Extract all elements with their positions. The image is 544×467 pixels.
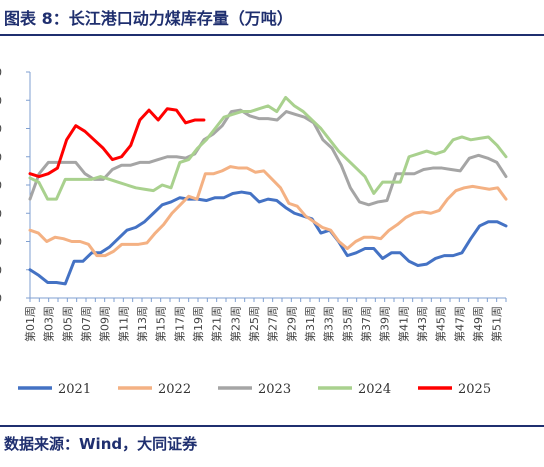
x-tick-label: 第07周 bbox=[79, 306, 93, 342]
x-tick-label: 第27周 bbox=[266, 306, 280, 342]
series-line-2024 bbox=[28, 95, 508, 201]
legend-label-2025: 2025 bbox=[458, 382, 491, 397]
series-line-2025 bbox=[28, 107, 206, 179]
legend-label-2022: 2022 bbox=[158, 382, 191, 397]
series-line-2021 bbox=[28, 190, 508, 286]
x-tick-label: 第47周 bbox=[452, 306, 466, 342]
series-line-2022 bbox=[28, 165, 508, 258]
legend-label-2021: 2021 bbox=[58, 382, 91, 397]
x-tick-label: 第25周 bbox=[247, 306, 261, 342]
x-tick-label: 第17周 bbox=[172, 306, 186, 342]
y-tick-label: 600 bbox=[0, 123, 2, 136]
chart-title: 图表 8：长江港口动力煤库存量（万吨） bbox=[4, 9, 293, 28]
x-tick-label: 第19周 bbox=[191, 306, 205, 342]
y-tick-label: 800 bbox=[0, 66, 2, 79]
x-tick-label: 第21周 bbox=[210, 306, 224, 342]
x-tick-label: 第51周 bbox=[490, 306, 504, 342]
data-source-note: 数据来源：Wind，大同证券 bbox=[4, 435, 198, 453]
x-tick-label: 第41周 bbox=[396, 306, 410, 342]
y-tick-label: 0 bbox=[0, 292, 2, 305]
chart-series bbox=[28, 95, 508, 286]
chart-legend: 2021 2022 2023 2024 2025 bbox=[18, 382, 491, 397]
x-tick-label: 第05周 bbox=[60, 306, 74, 342]
x-tick-label: 第45周 bbox=[434, 306, 448, 342]
x-tick-label: 第49周 bbox=[471, 306, 485, 342]
y-tick-label: 500 bbox=[0, 151, 2, 164]
legend-label-2024: 2024 bbox=[358, 382, 391, 397]
x-tick-label: 第29周 bbox=[284, 306, 298, 342]
x-tick-label: 第43周 bbox=[415, 306, 429, 342]
x-tick-label: 第37周 bbox=[359, 306, 373, 342]
x-tick-label: 第39周 bbox=[378, 306, 392, 342]
x-tick-label: 第11周 bbox=[116, 306, 130, 342]
x-tick-label: 第33周 bbox=[322, 306, 336, 342]
x-tick-label: 第03周 bbox=[42, 306, 56, 342]
y-tick-label: 700 bbox=[0, 94, 2, 107]
title-rule bbox=[0, 34, 544, 36]
legend-label-2023: 2023 bbox=[258, 382, 291, 397]
line-chart: 0 100 200 300 400 500 600 700 800 第01周第03周第05周第07… bbox=[0, 66, 508, 397]
x-tick-label: 第15周 bbox=[154, 306, 168, 342]
y-tick-label: 300 bbox=[0, 207, 2, 220]
y-tick-label: 200 bbox=[0, 236, 2, 249]
x-tick-label: 第01周 bbox=[23, 306, 37, 342]
x-tick-label: 第31周 bbox=[303, 306, 317, 342]
y-tick-label: 400 bbox=[0, 179, 2, 192]
x-tick-label: 第13周 bbox=[135, 306, 149, 342]
x-tick-label: 第23周 bbox=[228, 306, 242, 342]
series-line-2023 bbox=[28, 108, 508, 207]
x-tick-label: 第09周 bbox=[98, 306, 112, 342]
chart-axes: 0 100 200 300 400 500 600 700 800 第01周第03周第05周第07… bbox=[0, 66, 507, 342]
x-tick-label: 第35周 bbox=[340, 306, 354, 342]
source-rule bbox=[0, 425, 544, 427]
y-tick-label: 100 bbox=[0, 264, 2, 277]
